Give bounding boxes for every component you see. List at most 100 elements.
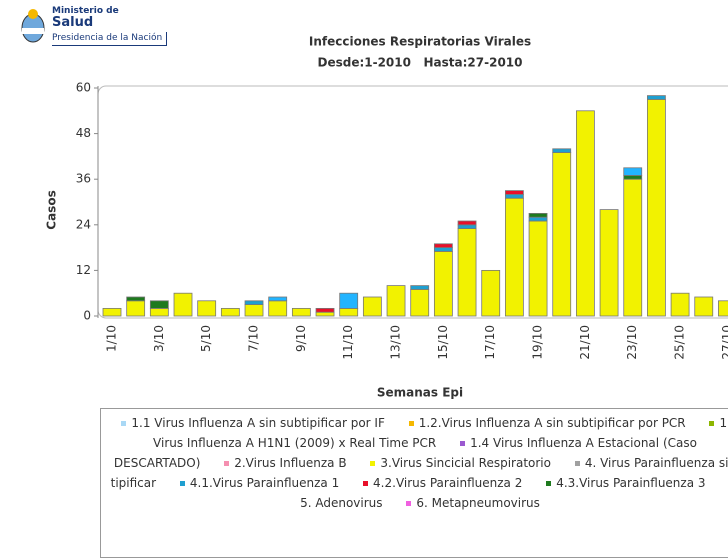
bar-segment (504, 197, 524, 317)
bar-segment (291, 307, 311, 317)
bar-segment (457, 228, 477, 317)
org-line2: Salud (52, 15, 94, 30)
legend-swatch (460, 441, 466, 446)
legend-swatch (546, 481, 552, 486)
legend-label: 1.3 Virus Influenza A H1N1 (2009) x Real… (153, 416, 728, 450)
legend-swatch (363, 481, 369, 486)
legend-item: 1.4 Virus Influenza A Estacional (Caso D… (114, 436, 697, 470)
bar-segment (718, 300, 728, 317)
bar-segment (504, 193, 524, 199)
y-axis-label: Casos (45, 190, 59, 229)
bar-segment (504, 190, 524, 195)
legend-item: 6. Metapneumovirus (406, 496, 540, 510)
org-line1: Ministerio de (52, 6, 119, 16)
bar-segment (528, 220, 548, 317)
bar-segment (362, 296, 382, 317)
bar-segment (386, 285, 406, 317)
legend-item: 4. Virus Parainfluenza sin tipificar (111, 456, 728, 490)
bar-segment (244, 300, 264, 305)
bar-segment (623, 178, 643, 317)
legend-swatch (406, 501, 412, 506)
x-tick-label: 9/10 (294, 325, 308, 352)
org-line3: Presidencia de la Nación (52, 32, 168, 46)
legend-label: 4.2.Virus Parainfluenza 2 (373, 476, 523, 490)
x-tick-label: 5/10 (199, 325, 213, 352)
x-tick-label: 11/10 (341, 325, 355, 360)
legend-label: 4. Virus Parainfluenza sin tipificar (110, 456, 728, 490)
bar-segment (433, 250, 453, 317)
bar-segment (647, 95, 666, 100)
bar-segment (126, 296, 146, 302)
legend-label: 5. Adenovirus (300, 496, 383, 510)
y-tick-label: 36 (76, 172, 91, 186)
y-tick-label: 48 (76, 126, 91, 140)
bar-segment (268, 300, 288, 317)
bar-segment (457, 224, 477, 230)
bar-segment (433, 243, 453, 249)
legend-item: 1.1 Virus Influenza A sin subtipificar p… (121, 416, 385, 430)
bar-segment (623, 167, 643, 176)
bar-segment (220, 307, 240, 317)
legend-label: 4.3.Virus Parainfluenza 3 (556, 476, 706, 490)
bar-segment (339, 307, 359, 317)
bar-segment (149, 300, 169, 309)
x-tick-label: 17/10 (483, 325, 497, 360)
bar-segment (528, 212, 548, 218)
legend-swatch (121, 421, 127, 426)
chart: Infecciones Respiratorias Virales Desde:… (45, 35, 728, 400)
legend-item: 2.Virus Influenza B (224, 456, 347, 470)
legend-swatch (179, 481, 185, 486)
x-tick-label: 21/10 (578, 325, 592, 360)
legend-swatch (224, 461, 230, 466)
x-tick-label: 25/10 (673, 325, 687, 360)
legend-item: 5. Adenovirus (300, 476, 728, 510)
x-tick-label: 13/10 (389, 325, 403, 360)
chart-title: Infecciones Respiratorias Virales (309, 35, 531, 49)
y-tick-label: 0 (83, 309, 91, 323)
legend-item: 4.2.Virus Parainfluenza 2 (363, 476, 522, 490)
x-tick-label: 7/10 (247, 325, 261, 352)
bar-segment (552, 152, 572, 317)
bar-segment (599, 209, 619, 317)
logo-emblem (21, 9, 45, 43)
x-tick-label: 19/10 (531, 325, 545, 360)
bar-segment (197, 300, 217, 317)
bar-segment (552, 148, 572, 154)
bar-segment (268, 296, 288, 302)
bar-segment (244, 304, 264, 317)
legend-item: 1.2.Virus Influenza A sin subtipificar p… (408, 416, 686, 430)
legend-swatch (574, 461, 580, 466)
bar-segment (576, 110, 595, 317)
bar-segment (315, 307, 335, 313)
legend-label: 1.4 Virus Influenza A Estacional (Caso D… (113, 436, 697, 470)
legend-swatch (709, 421, 715, 426)
y-tick-label: 12 (76, 263, 91, 277)
bar-segment (410, 288, 430, 317)
legend: 1.1 Virus Influenza A sin subtipificar p… (100, 408, 728, 558)
chart-subtitle: Desde:1-2010 Hasta:27-2010 (317, 56, 522, 70)
legend-label: 1.1 Virus Influenza A sin subtipificar p… (131, 416, 385, 430)
bar-segment (647, 99, 666, 317)
legend-label: 2.Virus Influenza B (234, 456, 347, 470)
legend-swatch (408, 421, 414, 426)
bar-segment (149, 307, 169, 317)
bar-segment (315, 311, 335, 317)
legend-label: 1.2.Virus Influenza A sin subtipificar p… (418, 416, 686, 430)
bar-segment (339, 292, 359, 309)
bar-segment (623, 174, 643, 180)
bar-segment (102, 307, 122, 317)
legend-label: 6. Metapneumovirus (416, 496, 540, 510)
bar-segment (481, 269, 501, 317)
x-axis-label: Semanas Epi (377, 386, 463, 400)
bar-segment (457, 220, 477, 226)
x-tick-label: 15/10 (436, 325, 450, 360)
legend-item: 4.3.Virus Parainfluenza 3 (546, 476, 706, 490)
bar-segment (433, 247, 453, 252)
bar-segment (528, 216, 548, 222)
legend-label: 4.1.Virus Parainfluenza 1 (189, 476, 340, 490)
legend-item: 3.Virus Sincicial Respiratorio (370, 456, 551, 470)
legend-label: 3.Virus Sincicial Respiratorio (380, 456, 551, 470)
y-tick-label: 60 (76, 81, 91, 95)
bar-segment (173, 292, 193, 317)
bar-segment (410, 285, 430, 290)
